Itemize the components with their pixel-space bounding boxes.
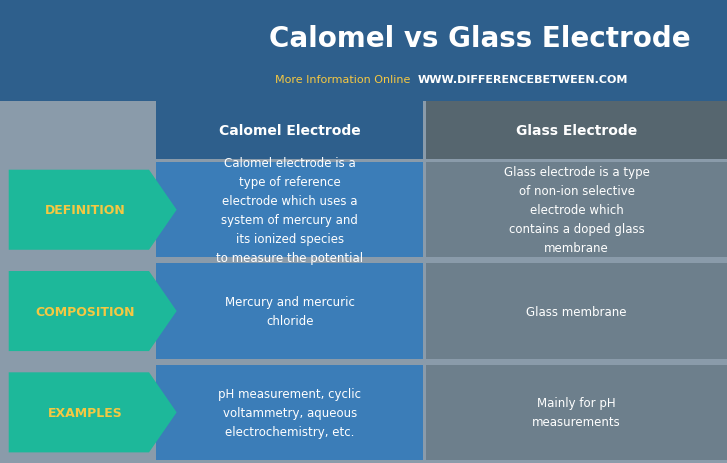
Text: More Information Online: More Information Online [276, 75, 411, 84]
Polygon shape [9, 170, 177, 250]
FancyBboxPatch shape [0, 0, 727, 102]
Text: Glass Electrode: Glass Electrode [516, 124, 637, 138]
Polygon shape [9, 373, 177, 452]
FancyBboxPatch shape [156, 264, 423, 359]
Text: Calomel Electrode: Calomel Electrode [219, 124, 361, 138]
FancyBboxPatch shape [426, 163, 727, 258]
Text: EXAMPLES: EXAMPLES [48, 406, 123, 419]
Text: Glass electrode is a type
of non-ion selective
electrode which
contains a doped : Glass electrode is a type of non-ion sel… [504, 166, 649, 255]
Text: pH measurement, cyclic
voltammetry, aqueous
electrochemistry, etc.: pH measurement, cyclic voltammetry, aque… [218, 387, 361, 438]
Text: COMPOSITION: COMPOSITION [36, 305, 135, 318]
Text: Calomel vs Glass Electrode: Calomel vs Glass Electrode [269, 25, 691, 53]
FancyBboxPatch shape [426, 365, 727, 460]
Text: WWW.DIFFERENCEBETWEEN.COM: WWW.DIFFERENCEBETWEEN.COM [418, 75, 628, 84]
Text: Mercury and mercuric
chloride: Mercury and mercuric chloride [225, 295, 355, 327]
FancyBboxPatch shape [426, 102, 727, 160]
FancyBboxPatch shape [426, 264, 727, 359]
Text: DEFINITION: DEFINITION [45, 204, 126, 217]
Text: Glass membrane: Glass membrane [526, 305, 627, 318]
FancyBboxPatch shape [156, 365, 423, 460]
Text: Mainly for pH
measurements: Mainly for pH measurements [532, 396, 621, 428]
Text: Calomel electrode is a
type of reference
electrode which uses a
system of mercur: Calomel electrode is a type of reference… [216, 156, 364, 264]
FancyBboxPatch shape [156, 102, 423, 160]
FancyBboxPatch shape [156, 163, 423, 258]
Polygon shape [9, 271, 177, 351]
